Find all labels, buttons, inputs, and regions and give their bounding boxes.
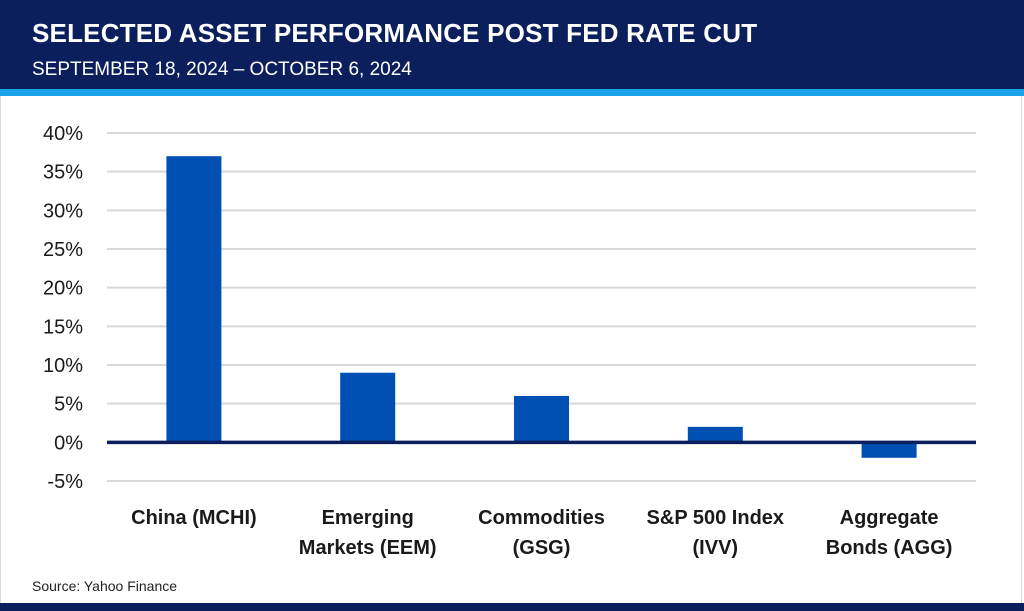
y-tick-label: 40% xyxy=(43,123,83,145)
bar xyxy=(166,156,222,443)
x-category-label: Commodities xyxy=(478,507,605,529)
y-tick-label: 10% xyxy=(43,355,83,377)
bar xyxy=(340,372,396,443)
x-category-label: S&P 500 Index xyxy=(647,507,784,529)
accent-stripe xyxy=(0,89,1024,96)
header-banner: SELECTED ASSET PERFORMANCE POST FED RATE… xyxy=(0,0,1024,89)
y-tick-label: 15% xyxy=(43,316,83,338)
y-tick-label: -5% xyxy=(47,471,83,493)
x-category-label: Emerging xyxy=(322,507,414,529)
bar xyxy=(861,442,917,458)
source-note: Source: Yahoo Finance xyxy=(32,578,178,594)
y-tick-label: 30% xyxy=(43,200,83,222)
y-tick-label: 0% xyxy=(54,432,83,454)
y-tick-label: 20% xyxy=(43,278,83,300)
y-tick-label: 5% xyxy=(54,394,83,416)
y-tick-label: 25% xyxy=(43,239,83,261)
bottom-stripe xyxy=(0,603,1024,611)
chart-title: SELECTED ASSET PERFORMANCE POST FED RATE… xyxy=(32,18,758,48)
x-category-label: Aggregate xyxy=(840,507,939,529)
bar xyxy=(687,426,743,443)
x-category-label: Markets (EEM) xyxy=(299,537,437,559)
x-category-label: (GSG) xyxy=(513,537,571,559)
bar-chart: 40% 35% 30% 25% 20% 15% 10% 5% 0% -5% China (MCHI)… xyxy=(43,123,976,559)
x-category-label: (IVV) xyxy=(693,537,739,559)
chart-subtitle: SEPTEMBER 18, 2024 – OCTOBER 6, 2024 xyxy=(32,59,412,80)
y-tick-label: 35% xyxy=(43,162,83,184)
x-category-label: Bonds (AGG) xyxy=(826,537,953,559)
x-category-label: China (MCHI) xyxy=(131,507,257,529)
bar xyxy=(514,395,569,443)
